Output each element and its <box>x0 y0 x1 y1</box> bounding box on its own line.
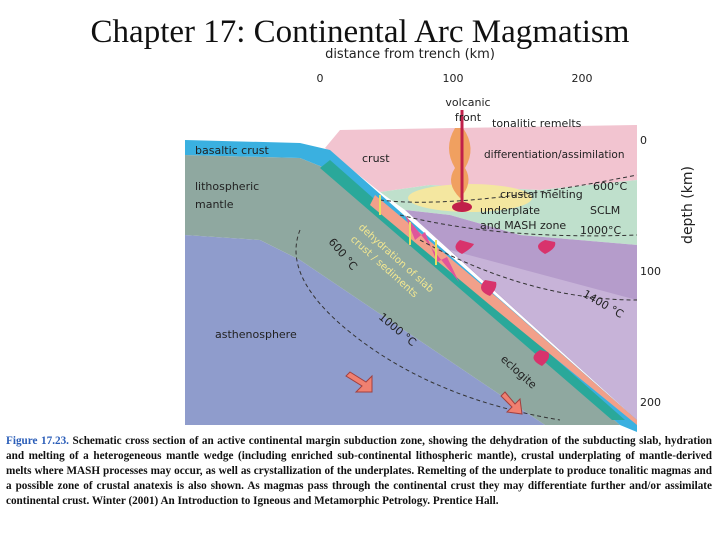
diagram-label: differentiation/assimilation <box>484 149 625 161</box>
fluid-arrows <box>379 195 437 265</box>
diapir <box>452 202 472 212</box>
top-tick: 100 <box>443 72 464 85</box>
mantle-wedge <box>405 210 637 420</box>
asthenosphere <box>185 235 545 425</box>
right-tick: 100 <box>640 265 661 278</box>
right-axis-label: depth (km) <box>680 166 696 244</box>
diagram-label: underplate <box>480 204 540 217</box>
diagram-label: basaltic crust <box>195 144 269 157</box>
diagram-label: and MASH zone <box>480 219 566 232</box>
caption-text: Schematic cross section of an active con… <box>6 435 712 507</box>
continental-crust <box>325 125 637 192</box>
melt-pockets <box>455 240 556 366</box>
isotherms <box>295 174 638 421</box>
top-tick: 200 <box>572 72 593 85</box>
underplate <box>408 184 532 212</box>
cross-section <box>185 88 638 432</box>
diagram-label: front <box>455 111 482 124</box>
hydrated-wedge <box>405 215 459 282</box>
volcanic-plume <box>449 128 471 198</box>
title: Chapter 17: Continental Arc Magmatism <box>91 14 630 50</box>
diagram-label: crustal melting <box>500 188 583 201</box>
figure-number: Figure 17.23. <box>6 435 69 447</box>
diagram-label: 1000°C <box>580 224 621 237</box>
diagram-label: 600°C <box>593 180 627 193</box>
diagram-label: volcanic <box>445 96 490 109</box>
diagram-label: tonalitic remelts <box>492 117 582 130</box>
diagram-label: asthenosphere <box>215 328 297 341</box>
caption: Figure 17.23. Schematic cross section of… <box>6 434 712 509</box>
lithospheric-mantle <box>185 155 620 425</box>
top-tick: 0 <box>317 72 324 85</box>
right-tick: 200 <box>640 396 661 409</box>
diagram-label: SCLM <box>590 204 620 217</box>
right-tick: 0 <box>640 134 647 147</box>
lower-wedge <box>450 250 637 420</box>
diagram-label: crust <box>362 152 390 165</box>
diagram-label: lithospheric <box>195 180 259 193</box>
flow-arrows <box>345 371 523 415</box>
top-axis-label: distance from trench (km) <box>325 47 495 62</box>
diagram-label: mantle <box>195 198 234 211</box>
